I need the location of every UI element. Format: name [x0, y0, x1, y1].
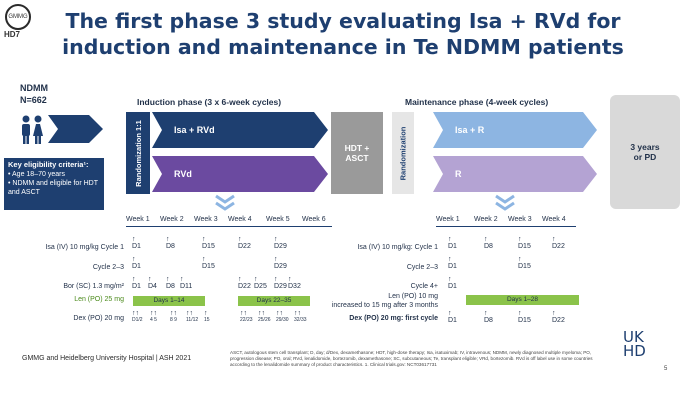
gmmg-logo: GMMG HD7 — [4, 4, 31, 42]
dose-marker: ↑↑ 22/23 — [240, 310, 253, 323]
dose-marker: ↑ D8 — [484, 236, 493, 250]
eligibility-heading: Key eligibility criteria¹: — [8, 160, 89, 169]
footnote: ASCT, autologous stem cell transplant; D… — [230, 350, 593, 367]
dose-marker: ↑ D1 — [448, 256, 457, 270]
dose-marker: ↑ D22 — [238, 276, 251, 290]
dose-marker: ↑↑ D1/2 — [132, 310, 143, 323]
dose-marker: ↑↑ 4 5 — [150, 310, 157, 323]
maintenance-arm-r: R — [433, 156, 597, 192]
population-label: NDMM — [20, 83, 48, 93]
dose-marker: ↑ D25 — [254, 276, 267, 290]
page-number: 5 — [664, 366, 668, 372]
footer-text: GMMG and Heidelberg University Hospital … — [22, 355, 192, 362]
dose-marker: ↑ D11 — [180, 276, 193, 290]
dose-marker: ↑ D1 — [448, 310, 457, 324]
week-label: Week 6 — [302, 216, 326, 223]
maintenance-arm-isa-r: Isa + R — [433, 112, 597, 148]
dose-marker: ↑ D1 — [448, 236, 457, 250]
dose-marker: ↑ D4 — [148, 276, 157, 290]
week-label: Week 2 — [160, 216, 184, 223]
m-len-label2: increased to 15 mg after 3 months — [331, 302, 438, 309]
maintenance-timeline-axis — [436, 226, 576, 227]
maintenance-randomization: Randomization — [392, 112, 414, 194]
dose-marker: ↑ D8 — [166, 236, 175, 250]
eligibility-box: Key eligibility criteria¹: • Age 18–70 y… — [4, 158, 104, 210]
dose-marker: ↑ D29 — [274, 276, 287, 290]
m-isa-label: Isa (IV) 10 mg/kg: Cycle 1 — [357, 244, 438, 251]
dose-marker: ↑↑ 8 9 — [170, 310, 177, 323]
len-label: Len (PO) 25 mg — [74, 296, 124, 303]
dex-label: Dex (PO) 20 mg — [73, 315, 124, 322]
eligibility-item: • NDMM and eligible for HDT and ASCT — [8, 180, 98, 196]
dose-marker: ↑↑ 11/12 — [186, 310, 199, 323]
dose-marker: ↑ D29 — [274, 256, 287, 270]
dose-marker: ↑ D8 — [484, 310, 493, 324]
page-title: The first phase 3 study evaluating Isa +… — [0, 8, 686, 60]
chevron-down-icon — [215, 194, 235, 211]
population-arrow — [48, 115, 103, 143]
dose-marker: ↑↑ 32/33 — [294, 310, 307, 323]
week-label: Week 3 — [194, 216, 218, 223]
induction-arm-isa-rvd: Isa + RVd — [152, 112, 328, 148]
dose-marker: ↑ D22 — [552, 310, 565, 324]
bor-label: Bor (SC) 1.3 mg/m² — [63, 283, 124, 290]
week-label: Week 2 — [474, 216, 498, 223]
dose-marker: ↑ D1 — [132, 276, 141, 290]
induction-timeline-axis — [126, 226, 332, 227]
dose-marker: ↑ D1 — [132, 256, 141, 270]
maintenance-heading: Maintenance phase (4-week cycles) — [405, 97, 549, 107]
end-box: 3 years or PD — [610, 95, 680, 209]
cycle23-label: Cycle 2–3 — [92, 264, 124, 271]
week-label: Week 1 — [436, 216, 460, 223]
m-len-bar: Days 1–28 — [466, 295, 579, 305]
eligibility-item: • Age 18–70 years — [8, 171, 65, 178]
m-cycle4-label: Cycle 4+ — [410, 283, 438, 290]
ukhd-logo: UK HD — [623, 328, 646, 360]
isa-label: Isa (IV) 10 mg/kg Cycle 1 — [45, 244, 124, 251]
patients-icon — [22, 115, 43, 144]
dose-marker: ↑ 15 — [204, 310, 210, 323]
induction-heading: Induction phase (3 x 6-week cycles) — [137, 97, 282, 107]
dose-marker: ↑ D1 — [448, 276, 457, 290]
dose-marker: ↑ D15 — [518, 236, 531, 250]
dose-marker: ↑ D15 — [518, 256, 531, 270]
dose-marker: ↑ D15 — [202, 236, 215, 250]
len-bar: Days 22–35 — [238, 296, 310, 306]
week-label: Week 5 — [266, 216, 290, 223]
dose-marker: ↑ D29 — [274, 236, 287, 250]
week-label: Week 4 — [542, 216, 566, 223]
dose-marker: ↑ D15 — [518, 310, 531, 324]
dose-marker: ↑ D22 — [238, 236, 251, 250]
population-n: N=662 — [20, 95, 47, 105]
week-label: Week 3 — [508, 216, 532, 223]
dose-marker: ↑ D1 — [132, 236, 141, 250]
logo-text: HD7 — [4, 30, 21, 39]
dose-marker: ↑↑ 25/26 — [258, 310, 271, 323]
chevron-down-icon — [495, 194, 515, 211]
week-label: Week 4 — [228, 216, 252, 223]
induction-randomization: Randomization 1:1 — [126, 112, 150, 194]
dose-marker: ↑ D8 — [166, 276, 175, 290]
m-cycle23-label: Cycle 2–3 — [406, 264, 438, 271]
dose-marker: ↑ D22 — [552, 236, 565, 250]
dose-marker: ↑ D32 — [288, 276, 301, 290]
induction-arm-rvd: RVd — [152, 156, 328, 192]
hdt-asct-box: HDT + ASCT — [331, 112, 383, 194]
title-line-2: induction and maintenance in Te NDMM pat… — [62, 35, 624, 59]
title-line-1: The first phase 3 study evaluating Isa +… — [65, 9, 621, 33]
m-len-label: Len (PO) 10 mg — [388, 293, 438, 300]
dose-marker: ↑↑ 29/30 — [276, 310, 289, 323]
week-label: Week 1 — [126, 216, 150, 223]
len-bar: Days 1–14 — [133, 296, 205, 306]
gmmg-logo-icon: GMMG — [5, 4, 31, 30]
dose-marker: ↑ D15 — [202, 256, 215, 270]
m-dex-label: Dex (PO) 20 mg: first cycle — [349, 315, 438, 322]
